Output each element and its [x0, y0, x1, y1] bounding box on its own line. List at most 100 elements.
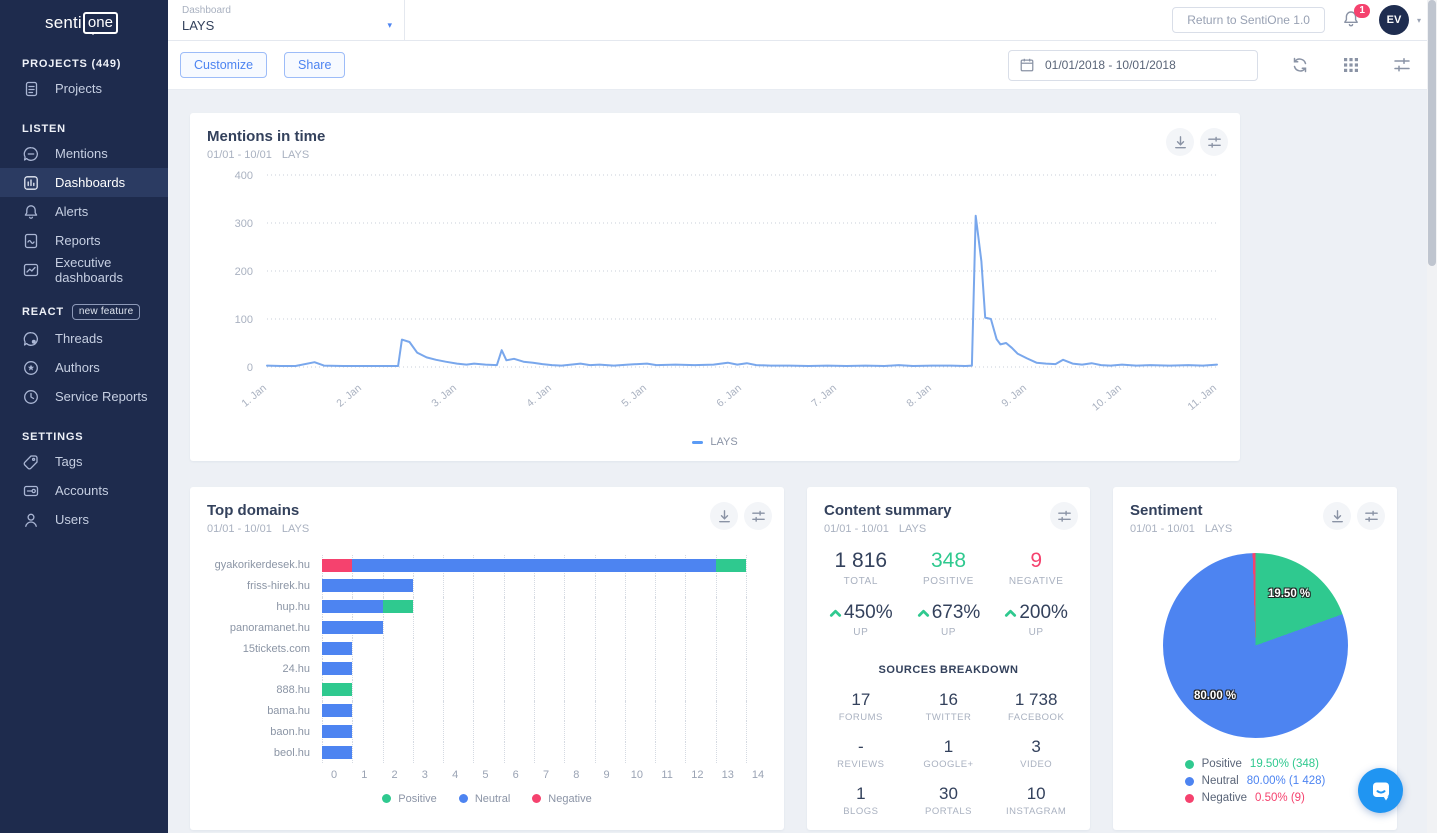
- stacked-bar[interactable]: [322, 600, 413, 614]
- download-button[interactable]: [710, 502, 738, 530]
- legend-value: 0.50% (9): [1255, 792, 1305, 804]
- date-range-picker[interactable]: 01/01/2018 - 10/01/2018: [1008, 49, 1258, 81]
- pie-slice-label: 80.00 %: [1193, 689, 1237, 702]
- widget-settings-button[interactable]: [744, 502, 772, 530]
- legend-item-neutral: Neutral 80.00% (1 428): [1184, 775, 1326, 787]
- legend-item-negative: Negative: [532, 793, 592, 805]
- sidebar-item-service-reports[interactable]: Service Reports: [0, 382, 168, 411]
- sidebar-item-mentions[interactable]: Mentions: [0, 139, 168, 168]
- legend-item-neutral: Neutral: [458, 793, 510, 805]
- stacked-bar[interactable]: [322, 724, 353, 738]
- domain-bar-track: [322, 658, 747, 680]
- stacked-bar[interactable]: [322, 620, 383, 634]
- stacked-bar[interactable]: [322, 579, 413, 593]
- widget-settings-button[interactable]: [1200, 128, 1228, 156]
- chat-bubble-icon: [1372, 782, 1389, 800]
- sidebar-item-accounts[interactable]: Accounts: [0, 476, 168, 505]
- legend-value: 80.00% (1 428): [1246, 775, 1326, 787]
- sidebar-item-tags[interactable]: Tags: [0, 447, 168, 476]
- download-icon: [1174, 135, 1186, 148]
- scrollbar-thumb[interactable]: [1428, 0, 1436, 266]
- bar-segment-neutral: [322, 662, 353, 676]
- sidebar-item-users[interactable]: Users: [0, 505, 168, 534]
- dashboard-select[interactable]: Dashboard LAYS ▾: [168, 0, 405, 40]
- mentions-icon: [22, 145, 40, 163]
- table-row: baon.hu: [207, 721, 767, 743]
- authors-icon: [22, 359, 40, 377]
- source-label: BLOGS: [843, 806, 879, 817]
- summary-stat: 1 816 TOTAL: [817, 549, 905, 587]
- intercom-chat-button[interactable]: [1358, 768, 1403, 813]
- top-domains-card: Top domains 01/01 - 10/01 LAYS gyakoriker…: [190, 487, 784, 830]
- source-value: 30: [939, 784, 958, 803]
- customize-button[interactable]: Customize: [180, 52, 268, 78]
- stacked-bar[interactable]: [322, 558, 746, 572]
- chevron-up-icon: [917, 609, 929, 617]
- source-value: 10: [1026, 784, 1046, 803]
- download-button[interactable]: [1166, 128, 1194, 156]
- summary-top-stats: 1 816 TOTAL 348 POSITIVE 9 NEGATIVE: [817, 549, 1080, 587]
- x-tick-label: 1: [361, 768, 368, 781]
- widget-settings-button[interactable]: [1357, 502, 1385, 530]
- source-label: FACEBOOK: [1008, 712, 1065, 723]
- domain-bar-track: [322, 742, 747, 763]
- notification-badge: 1: [1354, 4, 1370, 18]
- sidebar-section-title: REACT new feature: [0, 304, 168, 324]
- dashboards-icon: [22, 174, 40, 192]
- card-subtitle-date: 01/01 - 10/01: [207, 149, 272, 161]
- stacked-bar[interactable]: [322, 641, 353, 655]
- summary-stat: 348 POSITIVE: [905, 549, 993, 587]
- sidebar-item-threads[interactable]: Threads: [0, 324, 168, 353]
- domain-bar-track: [322, 596, 747, 618]
- sidebar-item-label: Dashboards: [55, 175, 126, 190]
- bar-segment-negative: [322, 558, 353, 572]
- svg-text:8. Jan: 8. Jan: [904, 382, 934, 410]
- avatar-chevron-down-icon[interactable]: ▾: [1416, 15, 1421, 25]
- avatar[interactable]: EV: [1378, 5, 1409, 35]
- sidebar-item-authors[interactable]: Authors: [0, 353, 168, 382]
- sidebar-item-dashboards[interactable]: Dashboards: [0, 168, 168, 197]
- sidebar-section-title: SETTINGS: [0, 431, 168, 447]
- legend-value: 19.50% (348): [1249, 758, 1319, 770]
- sidebar-item-projects[interactable]: Projects: [0, 74, 168, 103]
- sidebar-item-alerts[interactable]: Alerts: [0, 197, 168, 226]
- projects-icon: [22, 80, 40, 98]
- bar-segment-neutral: [322, 745, 353, 759]
- svg-text:100: 100: [235, 314, 253, 326]
- card-subtitle-date: 01/01 - 10/01: [207, 523, 272, 535]
- page-scrollbar: [1427, 0, 1437, 833]
- mentions-chart-legend: LAYS: [190, 436, 1240, 448]
- sources-breakdown-grid: 17 FORUMS 16 TWITTER 1 738 FACEBOOK - REVIEWS 1 G…: [817, 690, 1080, 817]
- download-button[interactable]: [1323, 502, 1351, 530]
- stacked-bar[interactable]: [322, 683, 353, 697]
- stacked-bar[interactable]: [322, 662, 353, 676]
- source-value: 1: [943, 737, 954, 756]
- widgets-grid-icon[interactable]: [1342, 56, 1360, 74]
- sidebar-item-reports[interactable]: Reports: [0, 226, 168, 255]
- return-to-sentione-button[interactable]: Return to SentiOne 1.0: [1172, 7, 1325, 33]
- share-button[interactable]: Share: [284, 52, 346, 78]
- stacked-bar[interactable]: [322, 745, 353, 759]
- widget-settings-button[interactable]: [1050, 502, 1078, 530]
- stacked-bar[interactable]: [322, 704, 353, 718]
- domain-bar-track: [322, 638, 747, 659]
- bar-segment-positive: [322, 683, 353, 697]
- notifications-bell[interactable]: 1: [1341, 4, 1370, 31]
- content-summary-body: 1 816 TOTAL 348 POSITIVE 9 NEGATIVE 450% UP 673…: [807, 535, 1090, 817]
- table-row: 15tickets.com: [207, 638, 767, 659]
- source-value: 1: [856, 784, 866, 803]
- calendar-icon: [1020, 58, 1034, 72]
- sidebar-item-executive-dashboards[interactable]: Executive dashboards: [0, 255, 168, 285]
- sentione-logo[interactable]: senti one: [0, 0, 168, 38]
- refresh-icon[interactable]: [1291, 56, 1309, 74]
- svg-text:7. Jan: 7. Jan: [809, 382, 839, 410]
- source-value: 16: [939, 690, 958, 709]
- date-range-value: 01/01/2018 - 10/01/2018: [1045, 58, 1176, 72]
- sources-breakdown-title: SOURCES BREAKDOWN: [878, 664, 1019, 676]
- sidebar-section-title-text: REACT: [22, 306, 64, 318]
- domain-label: bama.hu: [267, 704, 310, 717]
- domains-bar-rows: gyakorikerdesek.hu friss-hirek.hu hup.hu pa…: [207, 555, 767, 763]
- filters-sliders-icon[interactable]: [1393, 56, 1411, 74]
- x-tick-label: 7: [542, 768, 550, 781]
- sidebar-section: LISTEN Mentions Dashboards Alerts Reports Exe…: [0, 123, 168, 285]
